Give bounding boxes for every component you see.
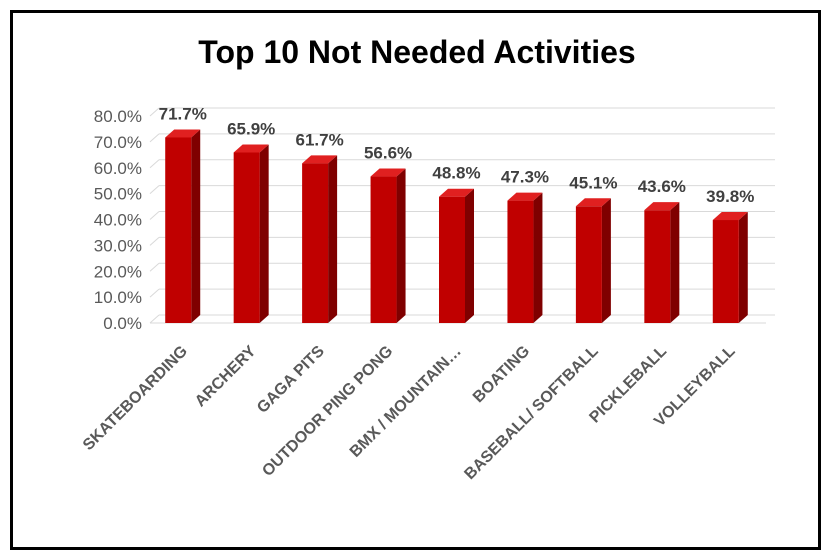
gridline-depth (149, 314, 160, 324)
data-label: 43.6% (638, 177, 686, 196)
bar-side (465, 188, 474, 323)
bar (165, 137, 192, 323)
x-tick-label: ARCHERY (192, 343, 260, 411)
data-label: 61.7% (296, 130, 344, 149)
y-tick-label: 10.0% (94, 288, 142, 307)
x-tick-label: GAGA PITS (254, 343, 328, 417)
bar-top (370, 168, 406, 177)
x-tick-label: OUTDOOR PING PONG (259, 343, 396, 480)
bar-side (533, 192, 543, 323)
gridline-depth (149, 211, 160, 220)
bar-side (328, 155, 338, 323)
bar (507, 200, 534, 323)
bar-side (601, 198, 611, 323)
gridline-depth (149, 107, 160, 117)
y-tick-label: 20.0% (94, 262, 142, 281)
bar (233, 152, 260, 323)
chart-frame (10, 10, 821, 550)
bar-top (575, 198, 611, 207)
x-tick-label: BASEBALL/ SOFTBALL (461, 343, 601, 483)
bar-side (259, 144, 269, 323)
bar-top (302, 155, 338, 164)
gridline-depth (149, 262, 160, 272)
y-tick-label: 70.0% (94, 133, 142, 152)
gridline-depth (149, 237, 160, 246)
bar-side (396, 168, 406, 323)
bar-top (507, 192, 543, 201)
gridline-depth (149, 159, 160, 169)
y-tick-label: 0.0% (103, 314, 142, 333)
bar (575, 206, 602, 323)
x-tick-label: BMX / MOUNTAIN… (347, 343, 465, 461)
bar-top (165, 129, 201, 138)
gridline-depth (149, 133, 160, 143)
data-label: 71.7% (159, 104, 207, 123)
x-tick-label: SKATEBOARDING (80, 343, 191, 454)
y-tick-label: 50.0% (94, 185, 142, 204)
data-label: 65.9% (227, 119, 275, 138)
bar (439, 196, 465, 323)
gridline-depth (149, 185, 160, 194)
data-label: 56.6% (364, 144, 412, 163)
chart-title: Top 10 Not Needed Activities (198, 34, 636, 70)
bar-side (738, 212, 748, 323)
bar (370, 176, 397, 323)
y-tick-label: 40.0% (94, 211, 142, 230)
bar-top (712, 212, 748, 221)
bar-side (670, 202, 680, 323)
bar (712, 220, 739, 323)
bar (644, 210, 671, 323)
bar (302, 163, 329, 323)
data-label: 39.8% (706, 187, 754, 206)
bar-side (191, 129, 201, 323)
y-tick-label: 60.0% (94, 159, 142, 178)
bar-top (233, 144, 269, 153)
y-tick-label: 30.0% (94, 236, 142, 255)
data-label: 47.3% (501, 168, 549, 187)
data-label: 45.1% (569, 173, 617, 192)
bar-top (439, 188, 474, 197)
data-label: 48.8% (432, 164, 480, 183)
y-tick-label: 80.0% (94, 107, 142, 126)
bar-top (644, 202, 680, 211)
gridline-depth (149, 288, 160, 298)
x-tick-label: BOATING (470, 343, 533, 406)
